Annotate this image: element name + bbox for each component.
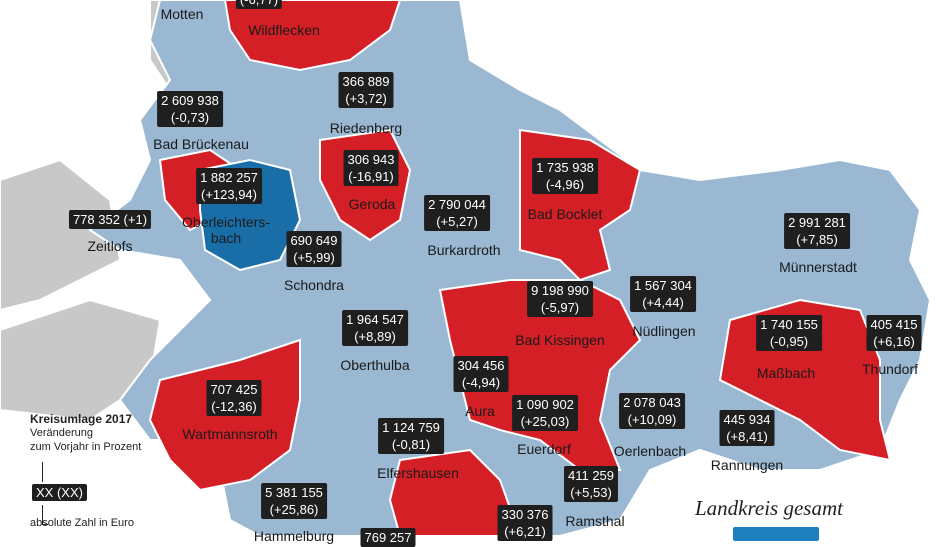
legend-line-2: zum Vorjahr in Prozent (30, 441, 142, 453)
legend-connector-bottom (42, 505, 43, 525)
value-massbach: 1 740 155 (-0,95) (756, 315, 822, 351)
label-bad-kissingen: Bad Kissingen (515, 332, 605, 348)
legend: Kreisumlage 2017 Veränderung zum Vorjahr… (30, 412, 141, 454)
value-geroda: 306 943 (-16,91) (343, 150, 399, 186)
label-zeitlofs: Zeitlofs (87, 238, 133, 254)
label-aura: Aura (465, 403, 495, 419)
label-wildflecken: Wildflecken (248, 22, 320, 38)
value-elfershausen: 1 124 759 (-0,81) (378, 418, 444, 454)
value-wildflecken: (-6,77) (235, 0, 283, 9)
total-value-box (733, 527, 819, 541)
label-ramsthal: Ramsthal (565, 513, 625, 529)
label-rannungen: Rannungen (710, 457, 784, 473)
value-bad-bocklet: 1 735 938 (-4,96) (532, 158, 598, 194)
label-massbach: Maßbach (756, 365, 816, 381)
value-nuedlingen: 1 567 304 (+4,44) (630, 276, 696, 312)
value-zeitlofs: 778 352 (+1) (68, 210, 152, 229)
label-schondra: Schondra (284, 277, 344, 293)
region-bad-kissingen (438, 279, 642, 471)
label-oerlenbach: Oerlenbach (613, 443, 687, 459)
label-hammelburg: Hammelburg (253, 528, 335, 544)
label-euerdorf: Euerdorf (517, 441, 571, 457)
value-hammelburg: 5 381 155 (+25,86) (261, 483, 327, 519)
label-muennerstadt: Münnerstadt (779, 259, 857, 275)
label-wartmannsroth: Wartmannsroth (182, 426, 278, 442)
label-thundorf: Thundorf (861, 361, 919, 377)
label-burkardroth: Burkardroth (427, 242, 501, 258)
legend-line-1: Veränderung (30, 427, 93, 439)
legend-connector-tick (42, 524, 48, 525)
value-aura: 304 456 (-4,94) (453, 356, 509, 392)
label-geroda: Geroda (348, 196, 396, 212)
value-wartmannsroth: 707 425 (-12,36) (206, 380, 262, 416)
value-muennerstadt: 2 991 281 (+7,85) (784, 213, 850, 249)
legend-footer: absolute Zahl in Euro (30, 517, 134, 529)
value-oberleichtersbach: 1 882 257 (+123,94) (196, 168, 262, 204)
value-unlabeled-2: 769 257 (360, 528, 416, 547)
total-label: Landkreis gesamt (695, 496, 843, 520)
value-schondra: 690 649 (+5,99) (286, 231, 342, 267)
value-euerdorf: 1 090 902 (+25,03) (512, 395, 578, 431)
label-oberthulba: Oberthulba (340, 357, 410, 373)
value-oerlenbach: 2 078 043 (+10,09) (619, 393, 685, 429)
value-oberthulba: 1 964 547 (+8,89) (342, 310, 408, 346)
value-riedenberg: 366 889 (+3,72) (338, 72, 394, 108)
value-thundorf: 405 415 (+6,16) (866, 315, 922, 351)
label-elfershausen: Elfershausen (377, 465, 459, 481)
value-unlabeled-1: 330 376 (+6,21) (497, 505, 553, 541)
legend-connector-top (42, 462, 43, 482)
label-bad-bocklet: Bad Bocklet (527, 206, 603, 222)
value-bad-kissingen: 9 198 990 (-5,97) (527, 281, 593, 317)
region-wildflecken (223, 0, 402, 72)
legend-sample-box: XX (XX) (32, 484, 87, 501)
value-bad-brueckenau: 2 609 938 (-0,73) (157, 91, 223, 127)
label-bad-brueckenau: Bad Brückenau (153, 136, 249, 152)
value-ramsthal: 411 259 (+5,53) (563, 466, 619, 502)
label-motten: Motten (160, 6, 204, 22)
value-rannungen: 445 934 (+8,41) (719, 410, 775, 446)
district-map (0, 0, 932, 536)
label-riedenberg: Riedenberg (329, 120, 403, 136)
label-nuedlingen: Nüdlingen (632, 323, 696, 339)
value-burkardroth: 2 790 044 (+5,27) (424, 195, 490, 231)
label-oberleichtersbach: Oberleichters- bach (182, 214, 270, 246)
region-elfershausen (388, 448, 522, 536)
legend-title: Kreisumlage 2017 (30, 412, 133, 426)
